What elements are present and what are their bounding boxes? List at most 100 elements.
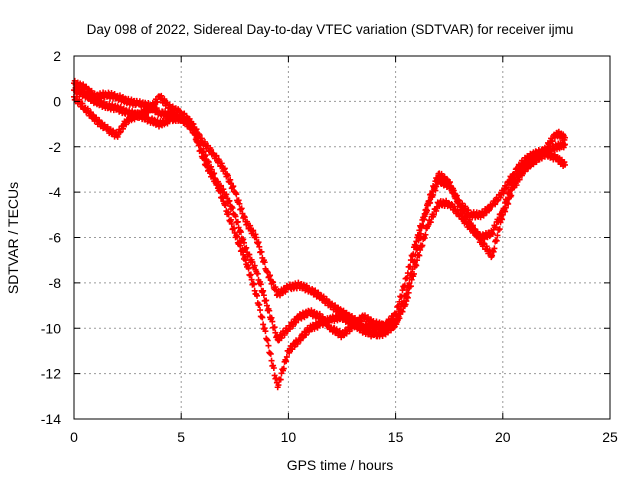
data-point-fill [237,229,244,236]
data-point-fill [504,196,511,203]
data-point-fill [250,227,257,234]
data-point-fill [234,218,241,225]
data-point-fill [194,134,201,141]
data-point-fill [417,230,424,237]
data-point-fill [264,337,271,344]
data-point-fill [226,197,233,204]
data-point-fill [269,318,276,325]
data-point [414,257,421,264]
x-tick-label: 25 [602,429,618,445]
data-point-fill [270,365,277,372]
data-point-fill [405,289,412,296]
data-point-fill [420,216,427,223]
data-point-fill [431,184,438,191]
data-point-fill [224,172,231,179]
data-point-fill [280,365,287,372]
data-point-fill [208,166,215,173]
data-point-fill [267,350,274,357]
series-track-2 [71,92,568,344]
y-tick-label: -10 [41,320,61,336]
data-point-fill [249,258,256,265]
x-tick-label: 5 [177,429,185,445]
y-tick-label: -4 [49,184,62,200]
data-point-fill [461,208,468,215]
data-point-fill [416,252,423,259]
data-point-fill [399,308,406,315]
data-point [561,134,568,141]
data-point-fill [501,205,508,212]
data-point-fill [430,211,437,218]
data-point-fill [394,318,401,325]
data-point-fill [232,213,239,220]
data-point-fill [453,192,460,199]
data-point-fill [247,271,254,278]
data-point-fill [222,202,229,209]
data-point-fill [410,270,417,277]
data-point-fill [230,183,237,190]
grid-lines [74,56,610,419]
data-point-fill [423,209,430,216]
data-point-fill [233,191,240,198]
y-tick-label: -6 [49,230,62,246]
y-axis-label: SDTVAR / TECUs [5,182,21,294]
data-point-fill [283,353,290,360]
data-point-fill [495,217,502,224]
data-point-fill [154,98,161,105]
data-point-fill [229,204,236,211]
y-tick-label: 0 [53,93,61,109]
data-point-fill [250,281,257,288]
data-point [561,161,568,168]
data-point-fill [491,245,498,252]
data-point-fill [277,376,284,383]
series-track-3 [71,84,568,391]
data-point-fill [413,262,420,269]
data-point-fill [254,270,261,277]
x-axis-label: GPS time / hours [287,457,394,473]
data-point-fill [228,220,235,227]
data-point-fill [268,357,275,364]
data-point-fill [549,138,556,145]
data-point-fill [407,283,414,290]
data-point-fill [419,242,426,249]
data-point-fill [426,197,433,204]
data-point-fill [197,141,204,148]
data-point-fill [271,324,278,331]
data-point-fill [427,219,434,226]
data-point-fill [492,224,499,231]
data-point-fill [245,265,252,272]
data-point-fill [262,328,269,335]
data-point-fill [234,233,241,240]
data-point-fill [211,170,218,177]
data-point-fill [265,342,272,349]
data-point-fill [217,188,224,195]
data-point-fill [237,242,244,249]
data-point-fill [246,251,253,258]
chart-title: Day 098 of 2022, Sidereal Day-to-day VTE… [87,22,574,37]
data-point-fill [493,237,500,244]
data-point-fill [266,307,273,314]
data-point-fill [263,297,270,304]
y-tick-label: -12 [41,366,61,382]
data-point-fill [205,159,212,166]
y-tick-label: -14 [41,411,61,427]
y-tick-label: -2 [49,139,62,155]
data-point-fill [261,259,268,266]
data-point-fill [256,243,263,250]
x-tick-label: 20 [495,429,511,445]
data-point-fill [254,292,261,299]
data-point-fill [238,205,245,212]
data-point-fill [221,165,228,172]
data-point-fill [248,276,255,283]
data-point-fill [225,211,232,218]
x-tick-label: 15 [388,429,404,445]
y-tick-label: -8 [49,275,62,291]
data-point-fill [450,185,457,192]
data-point-fill [257,281,264,288]
data-point-fill [257,307,264,314]
data-point-fill [259,314,266,321]
y-tick-label: 2 [53,48,61,64]
data-point-fill [496,226,503,233]
x-tick-label: 0 [70,429,78,445]
